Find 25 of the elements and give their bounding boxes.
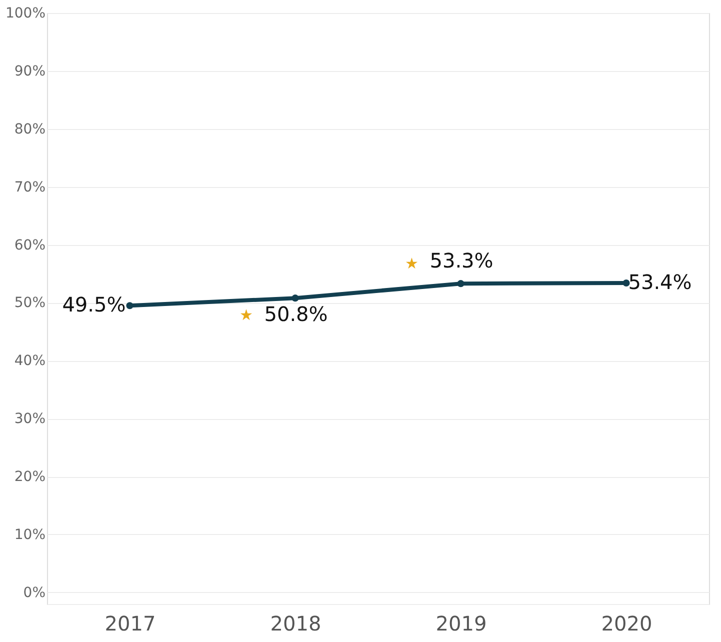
y-tick-label: 60% xyxy=(14,237,46,254)
y-tick-label: 90% xyxy=(14,63,46,80)
text: 53.3% xyxy=(430,248,494,273)
point xyxy=(622,279,630,287)
y-tick-label: 20% xyxy=(14,469,46,486)
y-tick-label: 0% xyxy=(23,584,46,601)
text: 50.8% xyxy=(264,302,328,326)
point xyxy=(457,280,464,288)
x-tick-label: 2017 xyxy=(104,612,156,636)
annotation: ★ xyxy=(405,254,418,273)
text: 53.4% xyxy=(628,270,692,294)
annotation: ★ xyxy=(240,306,253,324)
x-tick-label: 2020 xyxy=(601,612,652,636)
y-tick-label: 80% xyxy=(14,121,46,138)
text: 49.5% xyxy=(62,292,126,317)
y-tick-label: 100% xyxy=(5,6,46,22)
x-tick-label: 2019 xyxy=(436,612,487,636)
y-tick-label: 30% xyxy=(14,411,46,428)
point xyxy=(292,294,299,302)
x-tick-label: 2018 xyxy=(270,612,322,636)
point xyxy=(126,302,134,310)
y-tick-label: 10% xyxy=(14,526,46,543)
y-tick-label: 40% xyxy=(14,353,46,370)
y-tick-label: 70% xyxy=(14,179,46,196)
y-tick-label: 50% xyxy=(14,295,46,312)
